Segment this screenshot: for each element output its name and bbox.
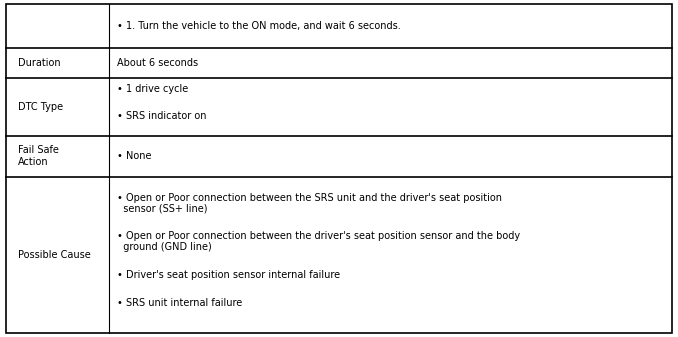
Text: DTC Type: DTC Type: [18, 102, 64, 112]
Text: • 1 drive cycle: • 1 drive cycle: [117, 84, 188, 94]
Text: sensor (SS+ line): sensor (SS+ line): [117, 203, 207, 213]
Text: • SRS unit internal failure: • SRS unit internal failure: [117, 298, 243, 308]
Text: ground (GND line): ground (GND line): [117, 242, 212, 252]
Text: Duration: Duration: [18, 58, 61, 68]
Text: • Open or Poor connection between the driver's seat position sensor and the body: • Open or Poor connection between the dr…: [117, 231, 520, 241]
Text: About 6 seconds: About 6 seconds: [117, 58, 199, 68]
Text: Possible Cause: Possible Cause: [18, 250, 91, 260]
Text: • Open or Poor connection between the SRS unit and the driver's seat position: • Open or Poor connection between the SR…: [117, 193, 502, 203]
Text: • SRS indicator on: • SRS indicator on: [117, 111, 207, 121]
Text: • None: • None: [117, 151, 152, 161]
Text: • Driver's seat position sensor internal failure: • Driver's seat position sensor internal…: [117, 270, 340, 280]
Text: Fail Safe
Action: Fail Safe Action: [18, 145, 59, 167]
Text: • 1. Turn the vehicle to the ON mode, and wait 6 seconds.: • 1. Turn the vehicle to the ON mode, an…: [117, 21, 401, 31]
